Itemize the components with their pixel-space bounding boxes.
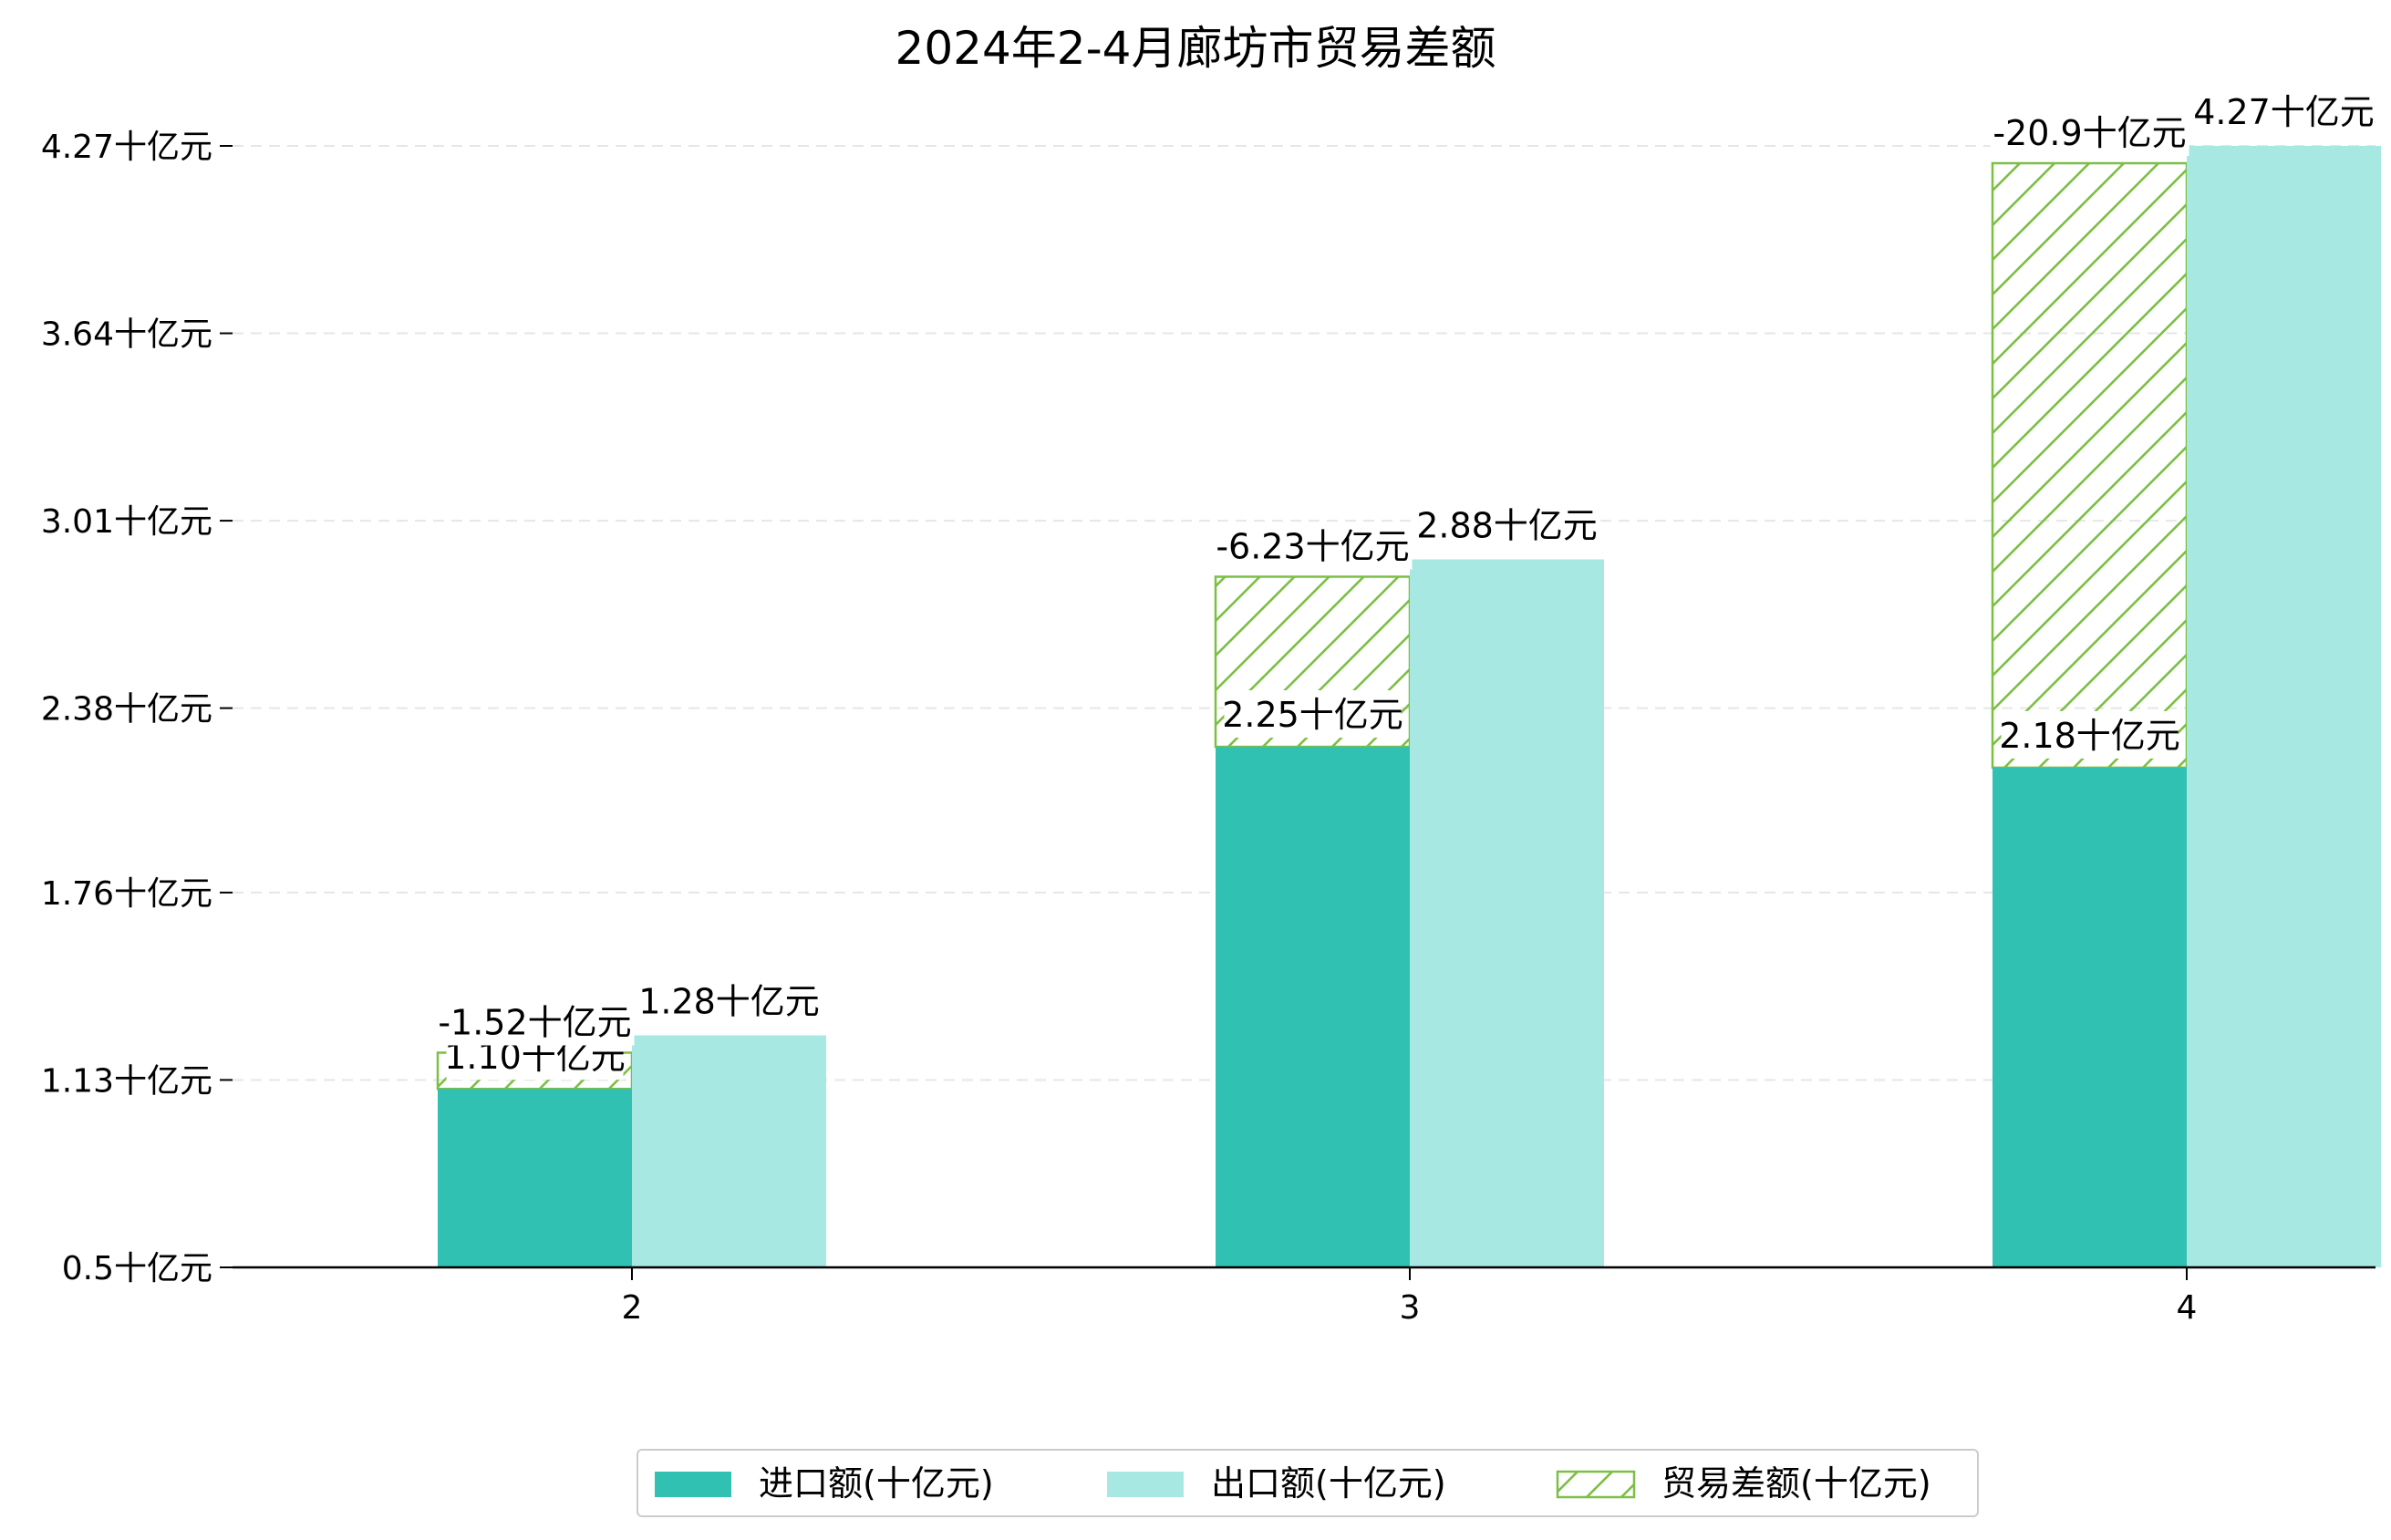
y-tick-label: 2.38十亿元 bbox=[41, 691, 212, 729]
bars bbox=[436, 146, 2381, 1267]
export-value-label: 1.28十亿元 bbox=[638, 977, 820, 1025]
legend-swatch-balance bbox=[1556, 1470, 1636, 1499]
balance-value-label: -6.23十亿元 bbox=[1213, 522, 1413, 570]
legend-swatch-import bbox=[655, 1472, 731, 1497]
balance-value-label: -20.9十亿元 bbox=[1990, 109, 2189, 156]
import-bar bbox=[1216, 747, 1410, 1267]
y-tick-label: 3.01十亿元 bbox=[41, 503, 212, 541]
export-value-label-bg bbox=[640, 977, 818, 1025]
x-tick-label: 2 bbox=[622, 1289, 643, 1327]
import-bar bbox=[1992, 767, 2187, 1267]
export-value-label-text: 1.28十亿元 bbox=[638, 982, 820, 1022]
export-bar bbox=[632, 1035, 826, 1267]
export-value-label-text: 4.27十亿元 bbox=[2193, 92, 2375, 132]
y-tick-label: 1.13十亿元 bbox=[41, 1062, 212, 1100]
legend-label-export: 出口额(十亿元) bbox=[1211, 1463, 1446, 1504]
data-labels: 1.10十亿元1.28十亿元-1.52十亿元2.25十亿元2.88十亿元-6.2… bbox=[435, 88, 2375, 1080]
import-value-label-bg bbox=[1224, 690, 1402, 739]
legend-swatch-export bbox=[1107, 1472, 1184, 1497]
y-tick-label: 1.76十亿元 bbox=[41, 875, 212, 913]
legend-label-balance: 贸易差额(十亿元) bbox=[1661, 1463, 1931, 1504]
balance-value-label-text: -6.23十亿元 bbox=[1216, 527, 1409, 567]
x-tick-label: 4 bbox=[2177, 1289, 2198, 1327]
import-value-label: 2.18十亿元 bbox=[1999, 710, 2180, 759]
legend-label-import: 进口额(十亿元) bbox=[759, 1463, 994, 1504]
balance-value-label-text: -20.9十亿元 bbox=[1992, 113, 2186, 153]
export-value-label-bg bbox=[2195, 88, 2373, 135]
balance-value-label-bg bbox=[435, 997, 635, 1046]
x-tick-label: 3 bbox=[1400, 1289, 1421, 1327]
balance-value-label-bg bbox=[1990, 109, 2189, 156]
y-axis: 0.5十亿元 1.13十亿元 1.76十亿元 2.38十亿元 3.01十亿元 3.64十亿… bbox=[41, 129, 233, 1287]
import-value-label-bg bbox=[2001, 710, 2179, 759]
import-value-label-text: 2.25十亿元 bbox=[1222, 695, 1403, 735]
import-value-label: 2.25十亿元 bbox=[1222, 690, 1403, 739]
legend: 进口额(十亿元) 出口额(十亿元) 贸易差额(十亿元) bbox=[637, 1449, 1979, 1517]
balance-value-label: -1.52十亿元 bbox=[435, 997, 635, 1046]
x-axis: 2 3 4 bbox=[233, 1266, 2375, 1327]
export-value-label-text: 2.88十亿元 bbox=[1416, 506, 1598, 546]
import-value-label-text: 2.18十亿元 bbox=[1999, 716, 2180, 756]
y-tick-label: 4.27十亿元 bbox=[41, 129, 212, 166]
export-value-label: 4.27十亿元 bbox=[2193, 88, 2375, 135]
export-value-label-bg bbox=[1418, 501, 1596, 549]
export-bar bbox=[1410, 559, 1604, 1267]
balance-value-label-text: -1.52十亿元 bbox=[438, 1003, 631, 1043]
y-tick-label: 3.64十亿元 bbox=[41, 316, 212, 354]
chart-title: 2024年2-4月廊坊市贸易差额 bbox=[895, 22, 1496, 75]
balance-bar bbox=[1991, 161, 2189, 770]
balance-value-label-bg bbox=[1213, 522, 1413, 570]
export-value-label: 2.88十亿元 bbox=[1416, 501, 1598, 549]
y-tick-label: 0.5十亿元 bbox=[62, 1250, 212, 1287]
import-bar bbox=[438, 1089, 632, 1267]
export-bar bbox=[2187, 146, 2381, 1267]
legend-frame bbox=[637, 1449, 1979, 1517]
